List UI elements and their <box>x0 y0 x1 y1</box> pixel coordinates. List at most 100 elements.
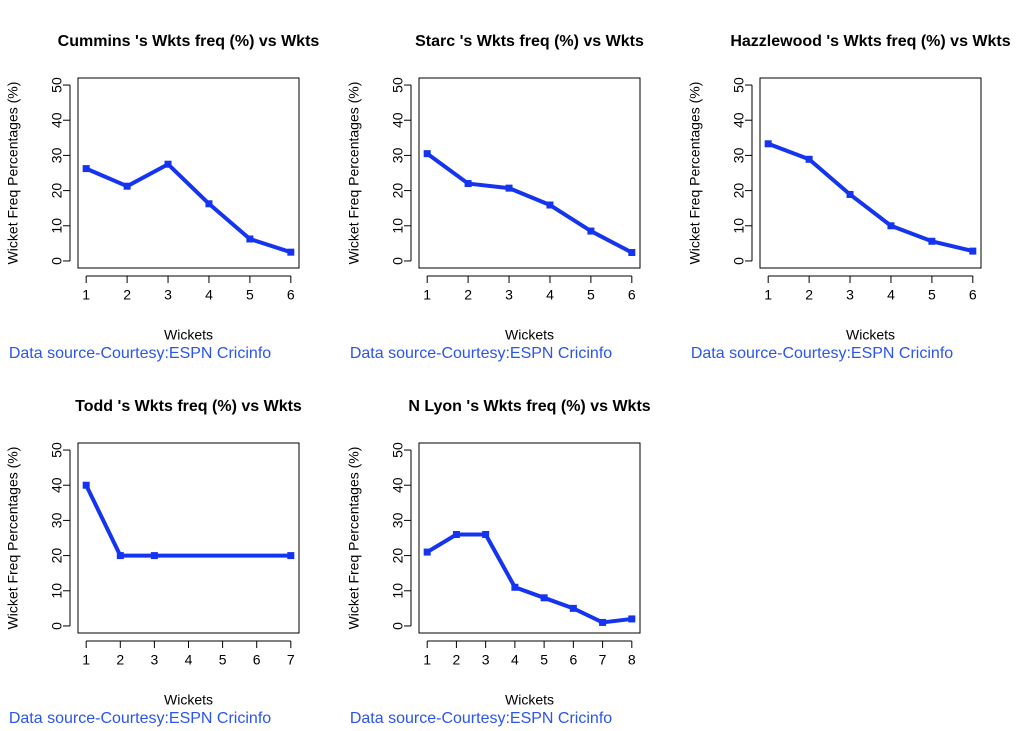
x-axis-label: Wickets <box>164 327 213 343</box>
plot-frame <box>418 77 641 269</box>
panel: Todd 's Wkts freq (%) vs Wkts 1 2 3 4 5 6 7 0 10 2… <box>5 398 302 727</box>
x-tick-label: 2 <box>464 287 472 303</box>
y-tick-label: 40 <box>49 112 65 128</box>
source-caption: Data source-Courtesy:ESPN Cricinfo <box>9 345 271 362</box>
point <box>150 552 158 560</box>
y-tick-label: 0 <box>49 257 65 265</box>
point <box>164 160 172 168</box>
x-tick-label: 7 <box>599 652 607 668</box>
point <box>205 200 213 208</box>
point <box>628 249 636 257</box>
point <box>246 235 254 243</box>
chart-title: Hazzlewood 's Wkts freq (%) vs Wkts <box>730 33 1010 50</box>
x-tick-label: 5 <box>928 287 936 303</box>
point <box>887 222 895 230</box>
x-tick-label: 6 <box>253 652 261 668</box>
point <box>82 481 90 489</box>
chart-title: Starc 's Wkts freq (%) vs Wkts <box>415 33 644 50</box>
x-tick-label: 1 <box>423 287 431 303</box>
x-tick-label: 6 <box>569 652 577 668</box>
y-tick-label: 10 <box>49 583 65 599</box>
y-tick-label: 0 <box>49 622 65 630</box>
point <box>464 180 472 188</box>
y-tick-label: 40 <box>390 112 406 128</box>
x-tick-label: 6 <box>969 287 977 303</box>
y-tick-label: 10 <box>390 218 406 234</box>
point <box>505 184 513 192</box>
point <box>969 247 977 255</box>
source-caption: Data source-Courtesy:ESPN Cricinfo <box>9 710 271 727</box>
y-tick-label: 20 <box>390 183 406 199</box>
y-tick-label: 20 <box>49 183 65 199</box>
y-tick-label: 50 <box>49 77 65 93</box>
y-axis-label: Wicket Freq Percentages (%) <box>346 82 362 265</box>
point <box>569 604 577 612</box>
chart-title: Cummins 's Wkts freq (%) vs Wkts <box>58 33 320 50</box>
point <box>764 140 772 148</box>
point <box>540 594 548 602</box>
x-tick-label: 4 <box>511 652 519 668</box>
y-tick-label: 30 <box>390 147 406 163</box>
series-line <box>767 141 974 254</box>
plot-frame <box>418 442 641 634</box>
y-tick-label: 0 <box>731 257 747 265</box>
x-axis-label: Wickets <box>505 692 554 708</box>
y-tick-label: 40 <box>49 477 65 493</box>
point <box>287 248 295 256</box>
series-line <box>426 532 633 625</box>
source-caption: Data source-Courtesy:ESPN Cricinfo <box>350 345 612 362</box>
x-axis-label: Wickets <box>164 692 213 708</box>
x-tick-label: 2 <box>453 652 461 668</box>
chart-title: Todd 's Wkts freq (%) vs Wkts <box>75 398 302 415</box>
plot-frame <box>77 442 300 634</box>
panel: Starc 's Wkts freq (%) vs Wkts 1 2 3 4 5 6 0 10 2… <box>346 33 644 362</box>
x-tick-label: 5 <box>587 287 595 303</box>
x-tick-label: 4 <box>887 287 895 303</box>
y-tick-label: 0 <box>390 622 406 630</box>
y-tick-label: 40 <box>390 477 406 493</box>
y-tick-label: 50 <box>49 442 65 458</box>
x-axis-label: Wickets <box>505 327 554 343</box>
x-tick-label: 1 <box>82 287 90 303</box>
y-tick-label: 20 <box>390 548 406 564</box>
point <box>587 227 595 235</box>
y-axis-label: Wicket Freq Percentages (%) <box>687 82 703 265</box>
x-tick-label: 1 <box>764 287 772 303</box>
x-tick-label: 3 <box>164 287 172 303</box>
y-tick-label: 50 <box>390 442 406 458</box>
x-tick-label: 7 <box>287 652 295 668</box>
x-tick-label: 4 <box>546 287 554 303</box>
plot-frame <box>77 77 300 269</box>
point <box>452 530 460 538</box>
y-tick-label: 50 <box>390 77 406 93</box>
x-tick-label: 3 <box>846 287 854 303</box>
panel: N Lyon 's Wkts freq (%) vs Wkts 1 2 3 4 5 6 7 8 0… <box>346 398 651 727</box>
x-tick-label: 2 <box>116 652 124 668</box>
y-axis-label: Wicket Freq Percentages (%) <box>346 447 362 630</box>
x-tick-label: 3 <box>505 287 513 303</box>
x-tick-label: 5 <box>540 652 548 668</box>
x-tick-label: 4 <box>185 652 193 668</box>
x-tick-label: 5 <box>246 287 254 303</box>
point <box>846 190 854 198</box>
series-line <box>84 484 291 558</box>
point <box>599 618 607 626</box>
panel: Hazzlewood 's Wkts freq (%) vs Wkts 1 2 3 4 5… <box>687 33 1011 362</box>
x-tick-label: 6 <box>287 287 295 303</box>
point <box>423 548 431 556</box>
y-axis-label: Wicket Freq Percentages (%) <box>5 82 21 265</box>
source-caption: Data source-Courtesy:ESPN Cricinfo <box>350 710 612 727</box>
y-tick-label: 10 <box>731 218 747 234</box>
chart-title: N Lyon 's Wkts freq (%) vs Wkts <box>408 398 650 415</box>
point <box>423 150 431 158</box>
x-tick-label: 5 <box>219 652 227 668</box>
point <box>628 615 636 623</box>
point <box>546 201 554 209</box>
y-tick-label: 30 <box>390 512 406 528</box>
series-line <box>426 152 633 255</box>
point <box>511 583 519 591</box>
y-tick-label: 30 <box>49 512 65 528</box>
y-tick-label: 50 <box>731 77 747 93</box>
y-tick-label: 20 <box>731 183 747 199</box>
